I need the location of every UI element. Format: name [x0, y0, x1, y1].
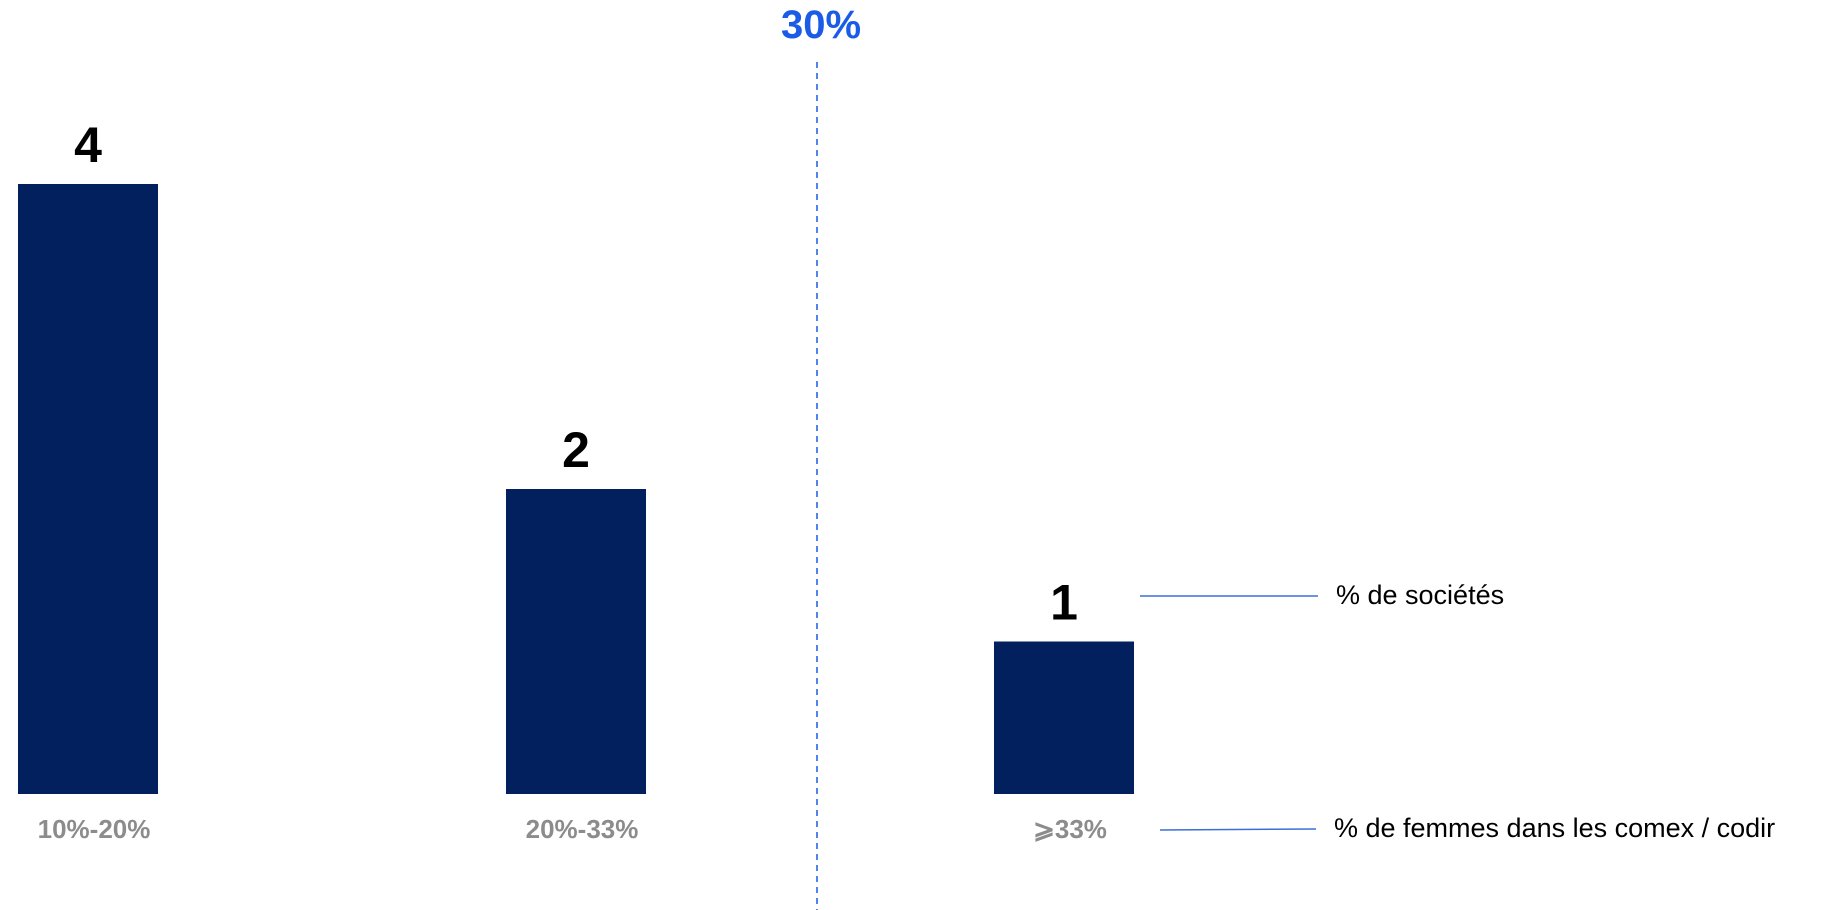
category-label-0: 10%-20%: [38, 814, 151, 844]
threshold-label: 30%: [781, 3, 861, 47]
category-label-2: ⩾33%: [1033, 814, 1107, 844]
categories-annotation-label: % de femmes dans les comex / codir: [1334, 813, 1775, 843]
categories-annotation-leader: [1159, 828, 1317, 831]
values-annotation-label: % de sociétés: [1336, 580, 1504, 610]
bar-0: [18, 184, 158, 794]
value-label-2: 1: [1050, 575, 1078, 631]
bars-group: [18, 184, 1134, 794]
value-label-1: 2: [562, 422, 590, 478]
value-labels-group: 4 2 1: [74, 117, 1078, 631]
category-label-1: 20%-33%: [526, 814, 639, 844]
value-label-0: 4: [74, 117, 102, 173]
bar-2: [994, 641, 1134, 794]
category-labels-group: 10%-20% 20%-33% ⩾33%: [38, 814, 1107, 844]
bar-1: [506, 489, 646, 794]
